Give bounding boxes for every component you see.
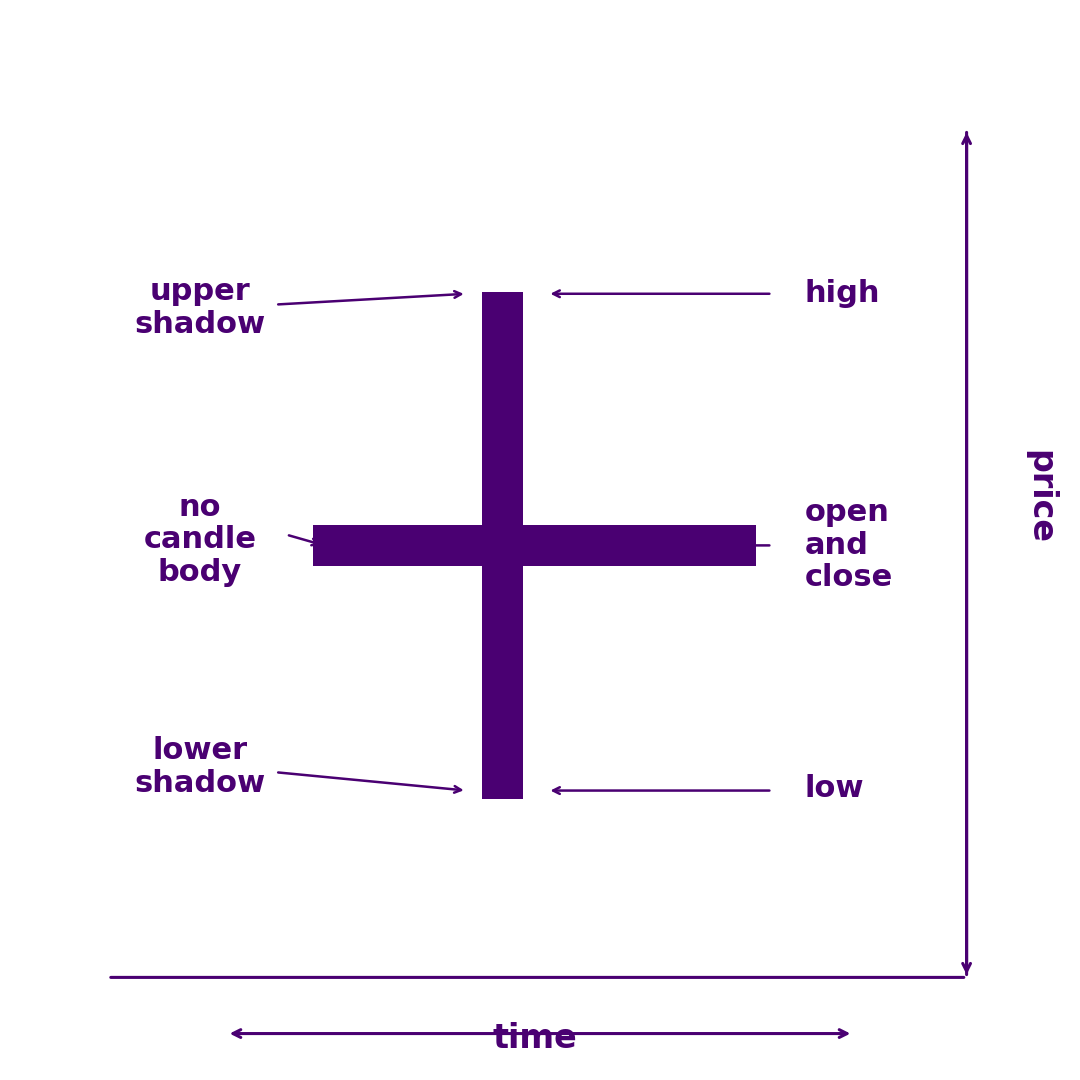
Text: open
and
close: open and close bbox=[805, 499, 893, 592]
Text: price: price bbox=[1024, 449, 1056, 544]
Text: lower
shadow: lower shadow bbox=[134, 737, 266, 797]
Text: upper
shadow: upper shadow bbox=[134, 278, 266, 338]
FancyBboxPatch shape bbox=[313, 525, 756, 566]
Text: no
candle
body: no candle body bbox=[144, 494, 256, 586]
FancyBboxPatch shape bbox=[482, 292, 523, 799]
Text: low: low bbox=[805, 774, 864, 802]
Text: time: time bbox=[492, 1023, 577, 1055]
Text: high: high bbox=[805, 280, 880, 308]
